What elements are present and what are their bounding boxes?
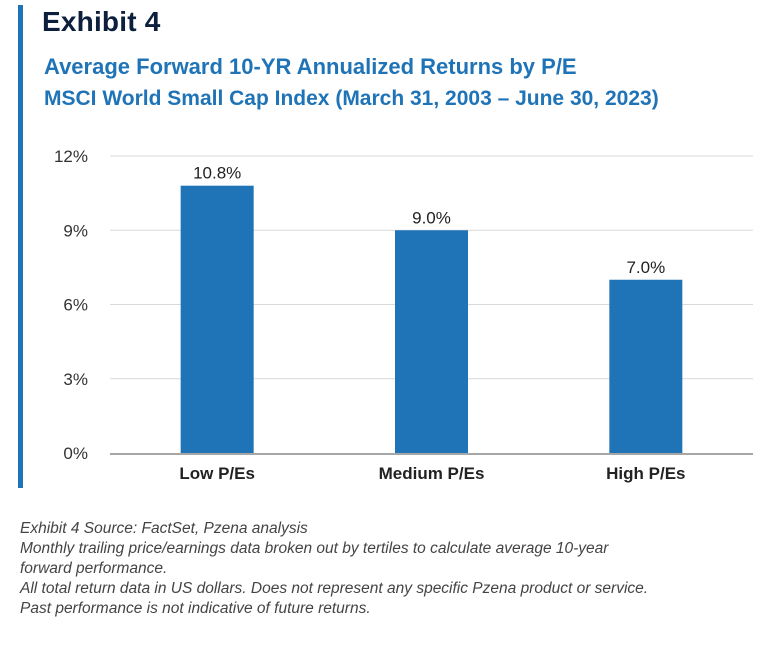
y-tick-label: 3% xyxy=(63,370,88,389)
category-label: Low P/Es xyxy=(179,464,255,483)
bar xyxy=(180,185,254,453)
data-label: 10.8% xyxy=(193,164,241,183)
category-label: Medium P/Es xyxy=(379,464,485,483)
chart-title: Average Forward 10-YR Annualized Returns… xyxy=(44,54,577,79)
data-labels: 10.8% 9.0% 7.0% xyxy=(193,164,665,277)
performance-disclaimer: Past performance is not indicative of fu… xyxy=(20,600,371,617)
accent-bar xyxy=(18,5,23,488)
data-label: 7.0% xyxy=(626,258,665,277)
y-axis-ticks: 0% 3% 6% 9% 12% xyxy=(54,147,88,463)
exhibit-label: Exhibit 4 xyxy=(42,6,161,37)
source-note: Exhibit 4 Source: FactSet, Pzena analysi… xyxy=(20,520,308,537)
bar-chart: 0% 3% 6% 9% 12% 10.8% 9.0% 7.0% Low P/Es Medium… xyxy=(54,147,753,483)
bars xyxy=(180,185,683,453)
y-tick-label: 9% xyxy=(63,221,88,240)
x-axis-categories: Low P/Es Medium P/Es High P/Es xyxy=(179,464,685,483)
y-tick-label: 12% xyxy=(54,147,88,166)
y-tick-label: 0% xyxy=(63,444,88,463)
chart-subtitle: MSCI World Small Cap Index (March 31, 20… xyxy=(44,87,659,110)
y-tick-label: 6% xyxy=(63,296,88,315)
currency-disclaimer: All total return data in US dollars. Doe… xyxy=(20,580,649,597)
data-label: 9.0% xyxy=(412,208,451,227)
bar xyxy=(395,230,468,453)
methodology-note-line-1: Monthly trailing price/earnings data bro… xyxy=(20,540,609,557)
methodology-note-line-2: forward performance. xyxy=(20,560,168,577)
footnotes: Exhibit 4 Source: FactSet, Pzena analysi… xyxy=(20,519,760,619)
category-label: High P/Es xyxy=(606,464,685,483)
bar xyxy=(609,279,683,453)
